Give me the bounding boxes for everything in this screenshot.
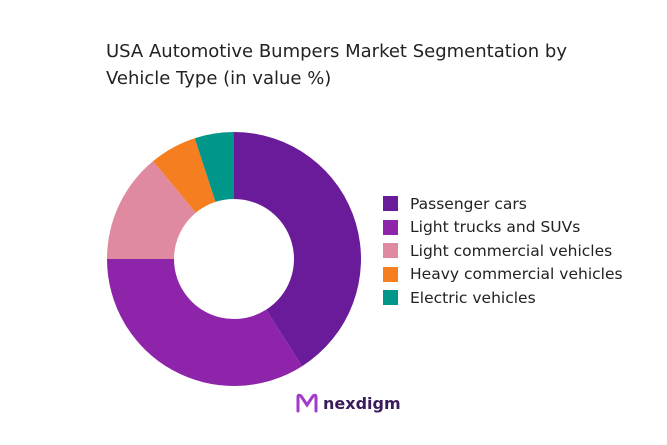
slice-light-commercial-vehicles: [107, 161, 196, 259]
slice-passenger-cars: [234, 132, 361, 367]
chart-title: USA Automotive Bumpers Market Segmentati…: [106, 41, 568, 89]
legend-label: Light trucks and SUVs: [410, 218, 581, 237]
slice-heavy-commercial-vehicles: [153, 138, 216, 213]
legend-swatch: [383, 219, 398, 235]
logo-icon: [296, 393, 318, 413]
legend-label: Light commercial vehicles: [410, 241, 613, 260]
legend-label: Electric vehicles: [410, 288, 536, 307]
legend-item: Light trucks and SUVs: [383, 216, 623, 240]
legend-item: Heavy commercial vehicles: [383, 263, 623, 287]
slice-light-trucks-and-suvs: [107, 259, 303, 386]
legend-swatch: [383, 196, 398, 212]
legend-item: Electric vehicles: [383, 286, 623, 310]
legend-item: Light commercial vehicles: [383, 239, 623, 263]
slice-electric-vehicles: [194, 132, 234, 202]
logo-text: nexdigm: [323, 393, 401, 413]
legend-swatch: [383, 266, 398, 282]
nexdigm-logo: nexdigm: [296, 393, 401, 413]
legend-swatch: [383, 243, 398, 259]
legend-label: Passenger cars: [410, 194, 527, 213]
legend-item: Passenger cars: [383, 192, 623, 216]
legend-swatch: [383, 290, 398, 306]
legend: Passenger cars Light trucks and SUVs Light…: [383, 192, 623, 310]
legend-label: Heavy commercial vehicles: [410, 265, 623, 284]
